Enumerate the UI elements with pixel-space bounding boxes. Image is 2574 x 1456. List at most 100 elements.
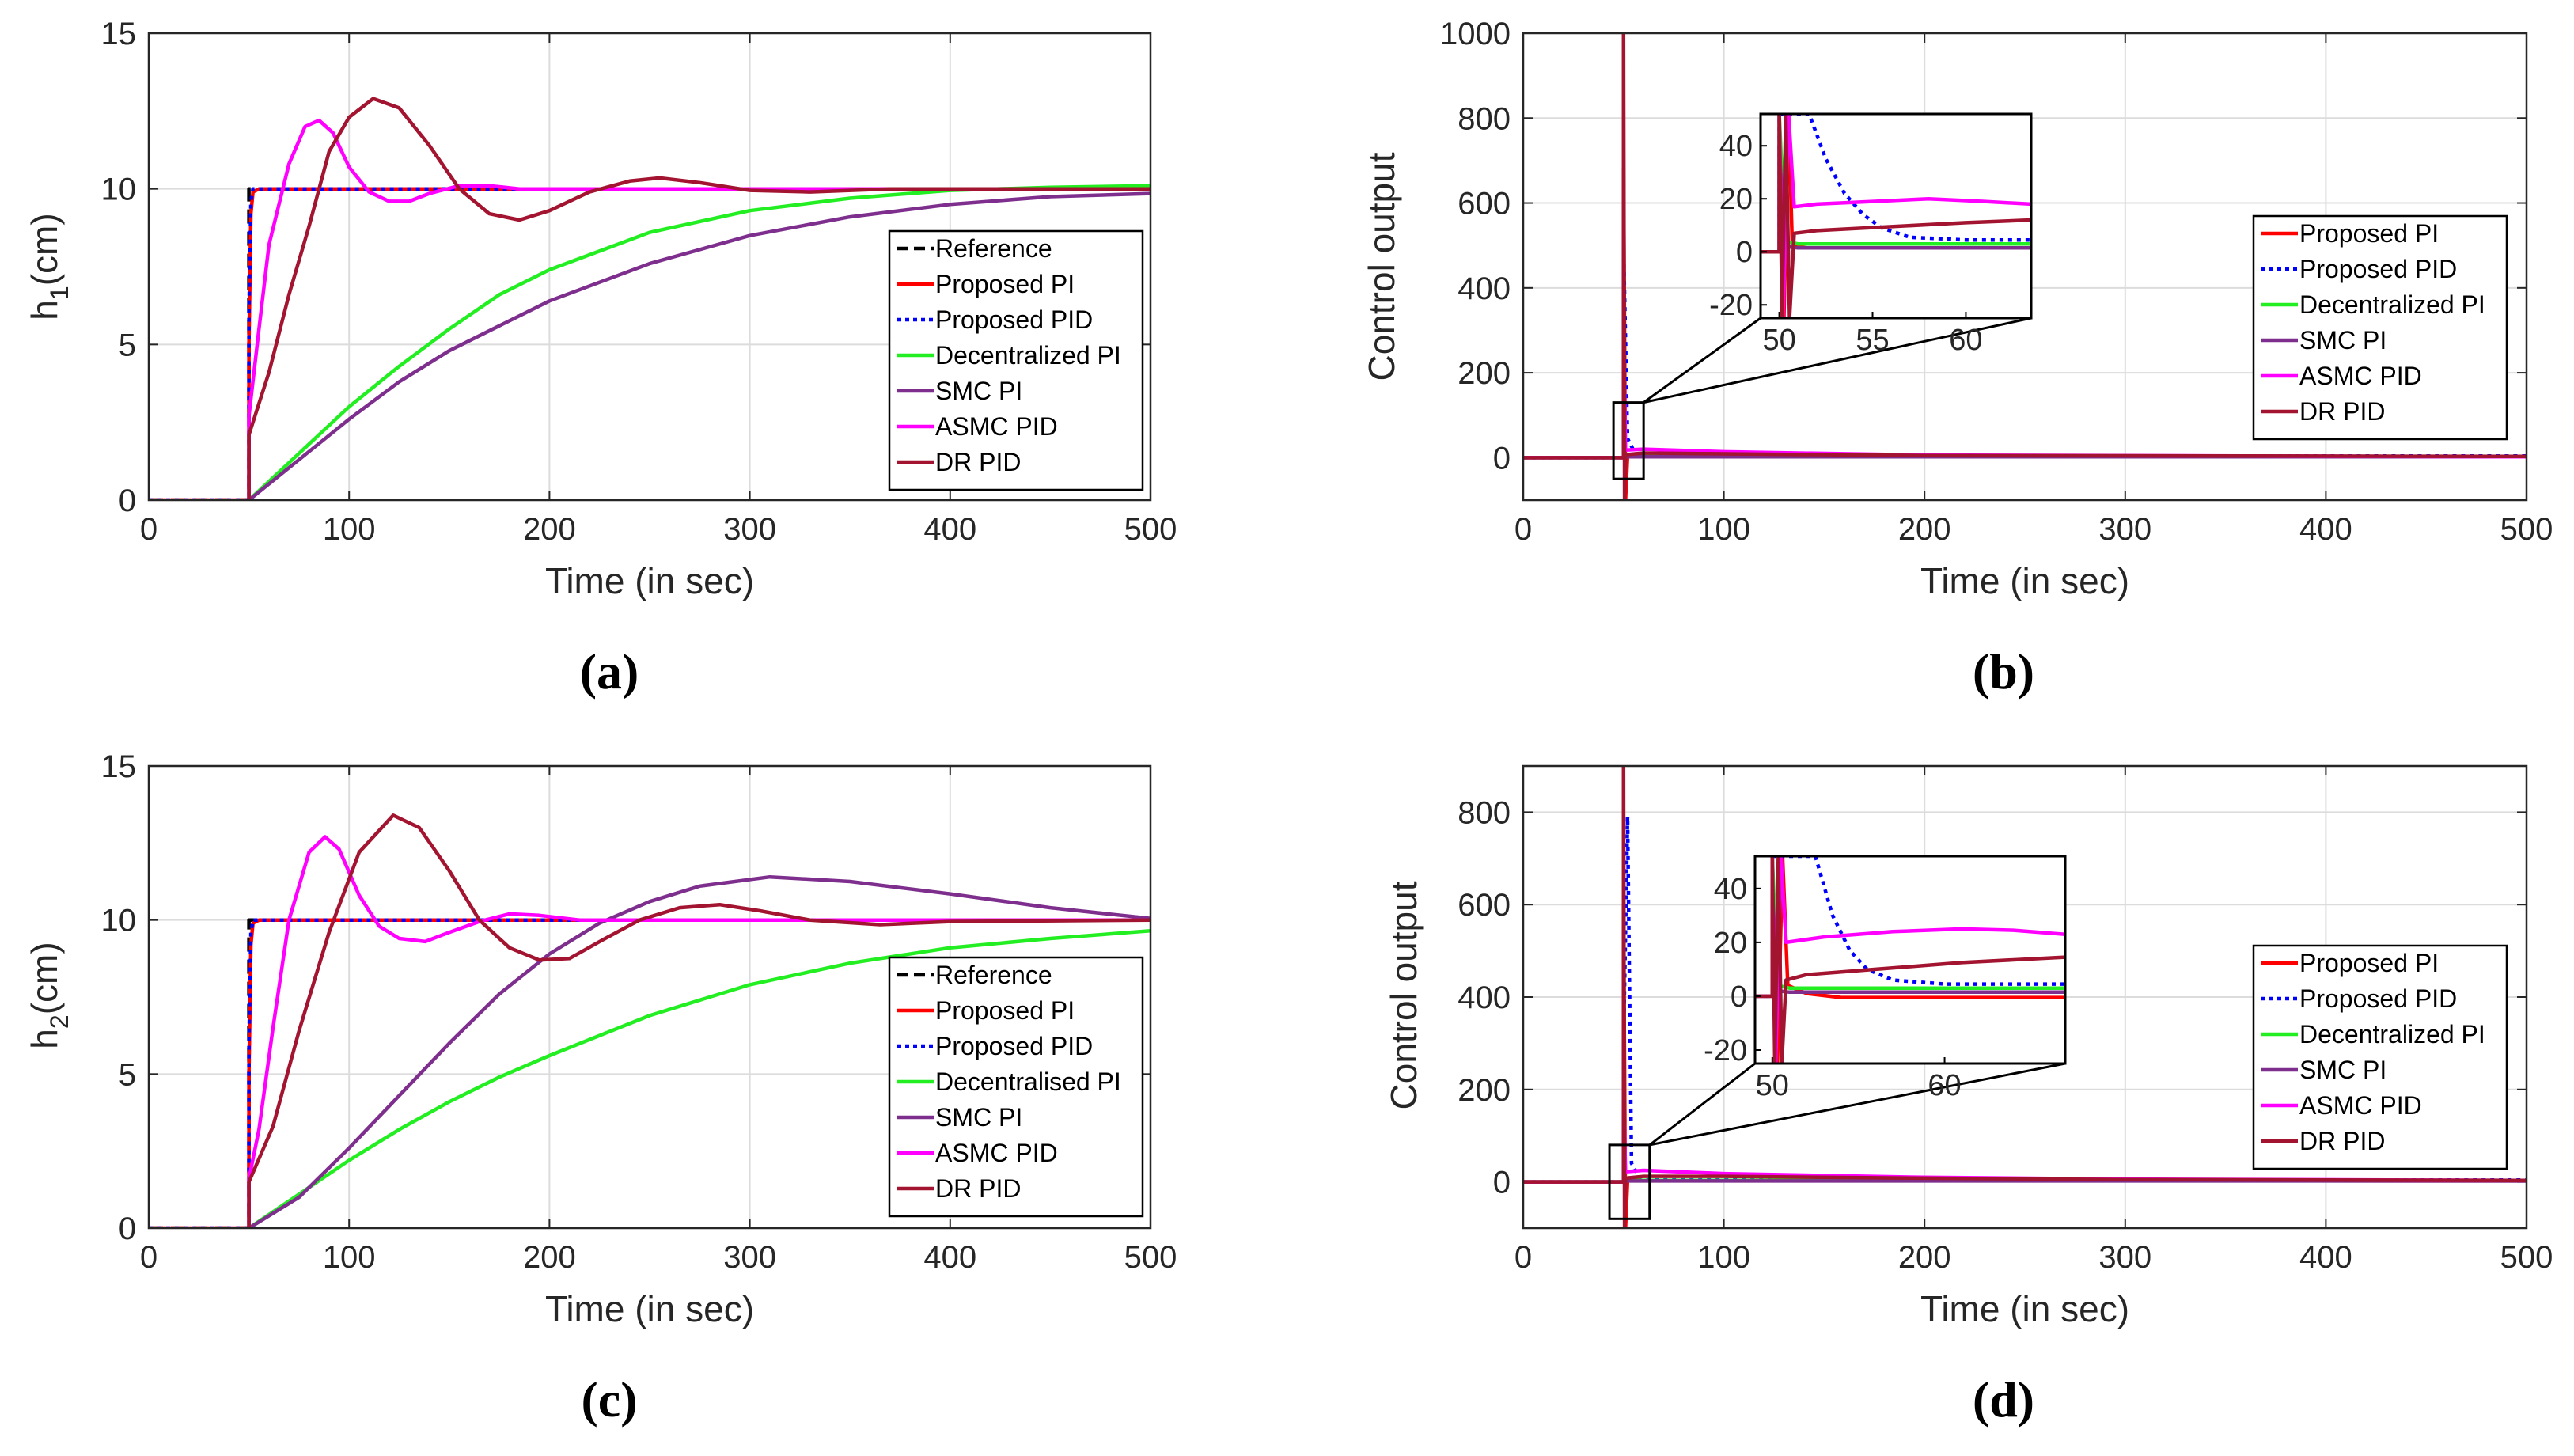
x-tick-label: 200 bbox=[1898, 1240, 1951, 1275]
x-tick-label: 100 bbox=[323, 512, 376, 547]
x-tick-label: 400 bbox=[923, 512, 976, 547]
legend-label-smc-pi: SMC PI bbox=[935, 1103, 1022, 1132]
plot-frame bbox=[1522, 32, 2528, 502]
panel-caption: (c) bbox=[581, 1371, 637, 1428]
x-axis-label: Time (in sec) bbox=[1920, 1288, 2129, 1329]
x-tick-label: 0 bbox=[140, 512, 157, 547]
y-axis-label-unit: (cm) bbox=[24, 942, 65, 1014]
x-tick-label: 100 bbox=[323, 1240, 376, 1275]
legend-label-dr-pid: DR PID bbox=[2299, 397, 2385, 426]
series-dr-pid-line bbox=[247, 97, 1151, 500]
panel-caption: (b) bbox=[1973, 643, 2034, 700]
legend: Proposed PI Proposed PID Decentralized PI S… bbox=[2252, 214, 2508, 441]
zoom-x-tick-label: 50 bbox=[1756, 1069, 1789, 1102]
legend-label-proposed-pi: Proposed PI bbox=[935, 270, 1075, 298]
legend-label-proposed-pi: Proposed PI bbox=[935, 996, 1075, 1025]
x-tick-label: 500 bbox=[2500, 1240, 2553, 1275]
legend-label-proposed-pid: Proposed PID bbox=[2299, 255, 2457, 283]
x-tick-label: 0 bbox=[1514, 512, 1532, 547]
x-tick-label: 100 bbox=[1697, 512, 1750, 547]
y-tick-label: 15 bbox=[101, 17, 137, 51]
zoom-frame bbox=[1759, 112, 2033, 320]
legend-label-proposed-pi: Proposed PI bbox=[2299, 219, 2439, 248]
zoom-y-tick-label: 40 bbox=[1719, 130, 1753, 163]
x-tick-label: 100 bbox=[1697, 1240, 1750, 1275]
y-axis-label-main: h bbox=[24, 1029, 65, 1049]
legend-label-dr-pid: DR PID bbox=[935, 1174, 1021, 1203]
legend-label-dr-pid: DR PID bbox=[935, 448, 1021, 476]
zoom-frame bbox=[1753, 855, 2067, 1065]
y-axis-label: Control output bbox=[1383, 881, 1424, 1109]
zoom-x-tick-label: 55 bbox=[1856, 324, 1889, 357]
legend: Reference Proposed PI Proposed PID Decentra… bbox=[888, 956, 1144, 1218]
x-tick-label: 500 bbox=[1124, 1240, 1177, 1275]
y-tick-label: 600 bbox=[1458, 187, 1511, 222]
panel-a: 0 100 200 300 400 500 0 5 10 15 Time (in sec) h1(cm… bbox=[24, 17, 1177, 700]
zoom-series-dr-pid-line bbox=[1761, 114, 2031, 318]
legend-box bbox=[2252, 214, 2508, 441]
legend-label-proposed-pid: Proposed PID bbox=[2299, 984, 2457, 1013]
zoom-connector bbox=[1649, 1062, 2066, 1147]
legend-label-decentralized-pi: Decentralized PI bbox=[2299, 1020, 2485, 1048]
y-tick-label: 200 bbox=[1458, 1073, 1511, 1108]
x-tick-label: 0 bbox=[140, 1240, 157, 1275]
x-tick-label: 300 bbox=[723, 1240, 776, 1275]
zoom-y-tick-label: -20 bbox=[1704, 1034, 1747, 1067]
y-tick-label: 10 bbox=[101, 904, 137, 938]
plot-frame bbox=[147, 764, 1152, 1230]
zoom-inset: 50 55 60 -20 0 20 40 bbox=[1612, 112, 2033, 480]
y-tick-label: 200 bbox=[1458, 356, 1511, 391]
y-tick-label: 5 bbox=[119, 328, 136, 362]
x-axis-label: Time (in sec) bbox=[545, 1288, 754, 1329]
zoom-y-tick-label: 20 bbox=[1719, 183, 1753, 216]
panel-c: 0 100 200 300 400 500 0 5 10 15 Time (in sec) h2(cm… bbox=[24, 749, 1177, 1428]
legend-box bbox=[888, 956, 1144, 1218]
y-tick-label: 0 bbox=[119, 483, 136, 518]
zoom-series-dr-pid-line bbox=[1755, 856, 2065, 1064]
y-tick-label: 15 bbox=[101, 749, 137, 784]
x-tick-label: 200 bbox=[523, 512, 576, 547]
zoom-connector bbox=[1643, 317, 2032, 404]
series-asmc-pid-line bbox=[247, 835, 1151, 1228]
y-tick-label: 400 bbox=[1458, 980, 1511, 1015]
legend-label-smc-pi: SMC PI bbox=[2299, 1056, 2386, 1084]
y-tick-label: 800 bbox=[1458, 101, 1511, 136]
x-tick-label: 400 bbox=[2299, 512, 2352, 547]
zoom-y-tick-label: 0 bbox=[1731, 980, 1747, 1014]
legend-label-decentralized-pi: Decentralized PI bbox=[2299, 290, 2485, 319]
x-tick-label: 500 bbox=[1124, 512, 1177, 547]
series-asmc-pid-line bbox=[247, 118, 1151, 500]
legend-label-proposed-pi: Proposed PI bbox=[2299, 949, 2439, 977]
legend-label-reference: Reference bbox=[935, 234, 1052, 263]
zoom-inset: 50 60 -20 0 20 40 bbox=[1608, 855, 2067, 1220]
panel-caption: (a) bbox=[580, 643, 639, 700]
series-dr-pid-line bbox=[1523, 33, 2527, 500]
y-tick-label: 1000 bbox=[1440, 17, 1511, 51]
y-axis-label-subscript: 1 bbox=[45, 286, 74, 300]
plot-frame bbox=[1522, 764, 2528, 1230]
series-decentralised-pi-line bbox=[248, 929, 1151, 1228]
zoom-x-tick-label: 50 bbox=[1762, 324, 1795, 357]
legend-label-asmc-pid: ASMC PID bbox=[935, 412, 1058, 441]
y-tick-label: 0 bbox=[119, 1211, 136, 1246]
x-tick-label: 500 bbox=[2500, 512, 2553, 547]
legend-label-asmc-pid: ASMC PID bbox=[2299, 362, 2422, 390]
y-tick-label: 600 bbox=[1458, 888, 1511, 923]
y-axis-label-subscript: 2 bbox=[45, 1014, 74, 1029]
legend: Proposed PI Proposed PID Decentralized PI S… bbox=[2252, 944, 2508, 1170]
y-axis-label: Control output bbox=[1361, 152, 1402, 381]
plot-frame bbox=[147, 32, 1152, 502]
y-tick-label: 5 bbox=[119, 1057, 136, 1092]
legend-label-proposed-pid: Proposed PID bbox=[935, 1032, 1093, 1060]
zoom-y-tick-label: -20 bbox=[1709, 289, 1753, 322]
y-tick-label: 0 bbox=[1493, 441, 1511, 476]
x-tick-label: 200 bbox=[523, 1240, 576, 1275]
panel-caption: (d) bbox=[1973, 1371, 2034, 1428]
legend: Reference Proposed PI Proposed PID Decentra… bbox=[888, 229, 1144, 491]
zoom-x-tick-label: 60 bbox=[1928, 1069, 1961, 1102]
series-smc-pi-line bbox=[248, 874, 1151, 1228]
legend-label-asmc-pid: ASMC PID bbox=[935, 1139, 1058, 1167]
legend-label-proposed-pid: Proposed PID bbox=[935, 305, 1093, 334]
